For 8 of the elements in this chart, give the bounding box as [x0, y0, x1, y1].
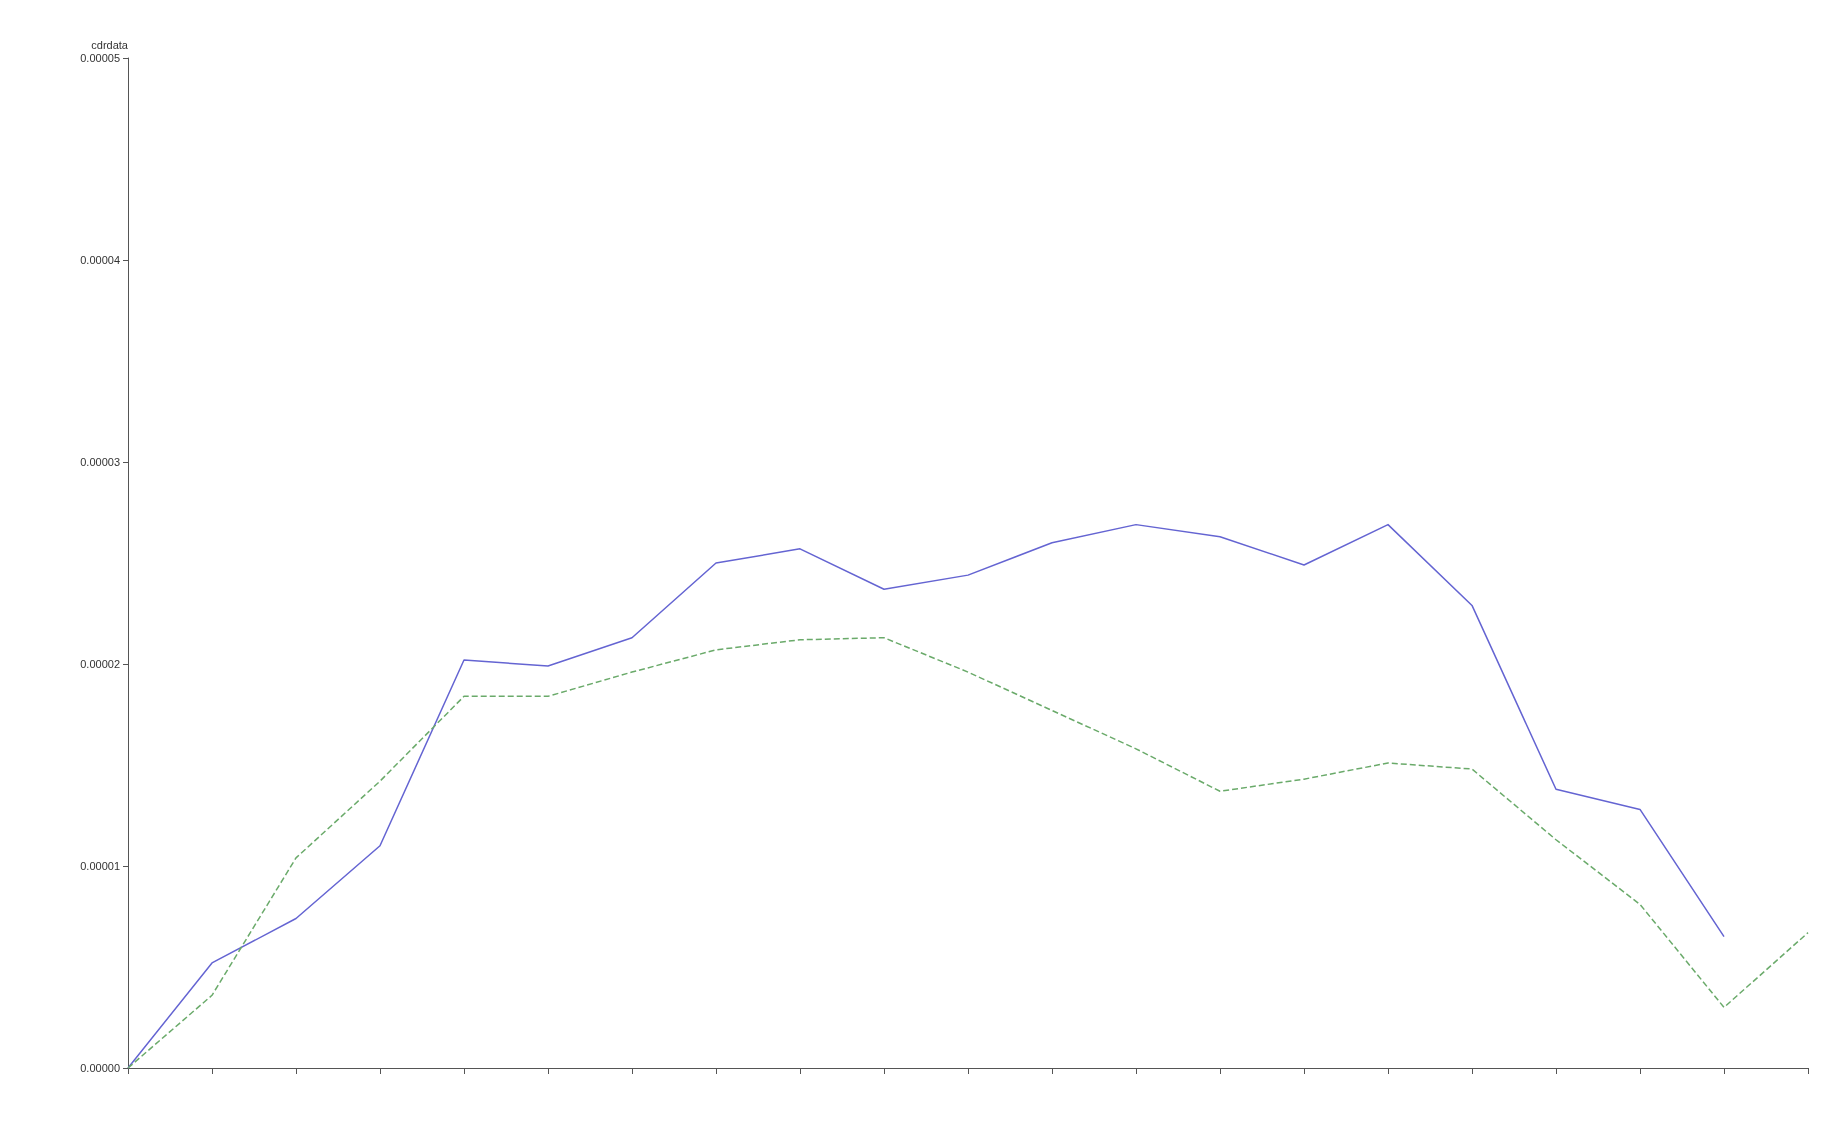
y-tick-label: 0.00000: [80, 1062, 120, 1074]
y-tick-label: 0.00002: [80, 658, 120, 670]
y-axis-title: cdrdata: [91, 38, 129, 51]
y-tick-label: 0.00001: [80, 860, 120, 872]
line-series: [127, 523, 1725, 1069]
y-tick-label: 0.00005: [80, 52, 120, 64]
y-tick-label: 0.00003: [80, 456, 120, 468]
y-tick-label: 0.00004: [80, 254, 120, 266]
